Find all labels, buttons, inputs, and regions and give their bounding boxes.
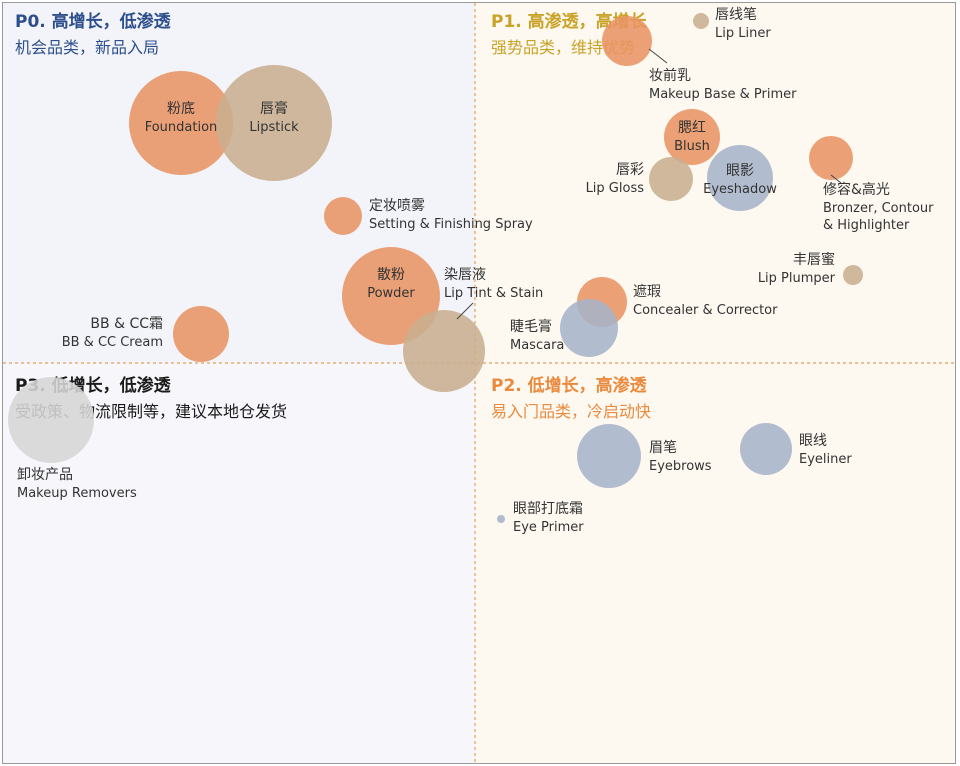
label-zh-makeup-base-primer: 妆前乳	[649, 67, 691, 84]
bubble-blush	[664, 109, 720, 165]
quadrant-p2-subtitle: 易入门品类，冷启动快	[491, 402, 651, 421]
bubble-mascara	[560, 299, 618, 357]
label-layer: 粉底 Foundation 唇膏 Lipstick 定妆喷雾 Setting & Fini…	[17, 7, 934, 535]
label-en-concealer-corrector: Concealer & Corrector	[633, 303, 778, 318]
label-en-setting-finishing-spray: Setting & Finishing Spray	[369, 217, 533, 232]
bubble-foundation	[129, 71, 233, 175]
label-en-lip-liner: Lip Liner	[715, 26, 771, 41]
label-en-lipstick: Lipstick	[249, 120, 299, 135]
leader-line-makeup-base-primer	[648, 48, 668, 64]
quadrant-p0-title: P0. 高增长，低渗透	[15, 11, 172, 32]
bubble-makeup-removers	[8, 377, 94, 463]
bubble-lip-gloss	[649, 157, 693, 201]
label-zh-lip-tint-stain: 染唇液	[444, 267, 486, 283]
label-en-eye-primer: Eye Primer	[513, 520, 584, 535]
bubble-eyeshadow	[707, 145, 773, 211]
label-en-lip-plumper: Lip Plumper	[758, 271, 836, 286]
label-en-lip-tint-stain: Lip Tint & Stain	[444, 286, 543, 301]
label-zh-eyebrows: 眉笔	[649, 440, 677, 456]
bubble-bb-cc-cream	[173, 306, 229, 362]
label-zh-makeup-removers: 卸妆产品	[17, 467, 73, 483]
quadrant-p2-title: P2. 低增长，高渗透	[491, 375, 648, 396]
label-zh-lip-liner: 唇线笔	[715, 7, 757, 23]
quadrant-p1-subtitle: 强势品类，维持优势	[491, 38, 635, 57]
label-zh-eye-primer: 眼部打底霜	[513, 500, 583, 517]
label-en-makeup-removers: Makeup Removers	[17, 486, 137, 501]
chart-canvas: P0. 高增长，低渗透 机会品类，新品入局 P1. 高渗透，高增长 强势品类，维…	[3, 3, 955, 763]
leader-line-bronzer-contour-highlighter	[830, 174, 842, 184]
label-zh-blush: 腮红	[678, 120, 706, 136]
bubble-lip-tint-stain	[403, 310, 485, 392]
label-en-bronzer-contour-highlighter: Bronzer, Contour	[823, 201, 934, 216]
label-zh-concealer-corrector: 遮瑕	[633, 284, 661, 300]
label-en-powder: Powder	[367, 286, 415, 301]
label-zh-setting-finishing-spray: 定妆喷雾	[369, 198, 425, 214]
label-en-eyeshadow: Eyeshadow	[703, 182, 777, 197]
label-en-foundation: Foundation	[145, 120, 218, 135]
label-zh-eyeliner: 眼线	[799, 433, 827, 449]
label-en-bb-cc-cream: BB & CC Cream	[62, 335, 163, 350]
label-zh-lip-gloss: 唇彩	[616, 162, 644, 178]
bubble-eyeliner	[740, 423, 792, 475]
label-en-makeup-base-primer: Makeup Base & Primer	[649, 87, 797, 102]
bubble-lipstick	[216, 65, 332, 181]
label-zh-bb-cc-cream: BB & CC霜	[90, 316, 163, 332]
label-en-lip-gloss: Lip Gloss	[586, 181, 645, 196]
label-zh-lipstick: 唇膏	[260, 100, 288, 117]
label-zh-foundation: 粉底	[167, 101, 195, 117]
label-zh-mascara: 睫毛膏	[510, 318, 552, 335]
bubble-eyebrows	[577, 424, 641, 488]
leader-line-lip-tint-stain	[456, 302, 474, 320]
label-en-eyeliner: Eyeliner	[799, 452, 852, 467]
label-en-mascara: Mascara	[510, 338, 564, 353]
label-zh-bronzer-contour-highlighter: 修容&高光	[823, 181, 890, 198]
quadrant-p0-subtitle: 机会品类，新品入局	[15, 38, 159, 57]
bubble-bronzer-contour-highlighter	[809, 136, 853, 180]
bubble-lip-plumper	[843, 265, 863, 285]
quadrant-bg-p2	[475, 363, 955, 763]
bubble-makeup-base-primer	[602, 16, 652, 66]
label-en-blush: Blush	[674, 139, 710, 154]
bubble-layer	[8, 13, 863, 523]
bubble-eye-primer	[497, 515, 505, 523]
label-en-eyebrows: Eyebrows	[649, 459, 712, 474]
label-en-bronzer-contour-highlighter-line2: & Highlighter	[823, 218, 910, 233]
label-zh-powder: 散粉	[377, 267, 405, 283]
label-zh-lip-plumper: 丰唇蜜	[793, 252, 835, 268]
bubble-lip-liner	[693, 13, 709, 29]
bubble-setting-finishing-spray	[324, 197, 362, 235]
label-zh-eyeshadow: 眼影	[726, 163, 754, 179]
bubble-powder	[342, 247, 440, 345]
